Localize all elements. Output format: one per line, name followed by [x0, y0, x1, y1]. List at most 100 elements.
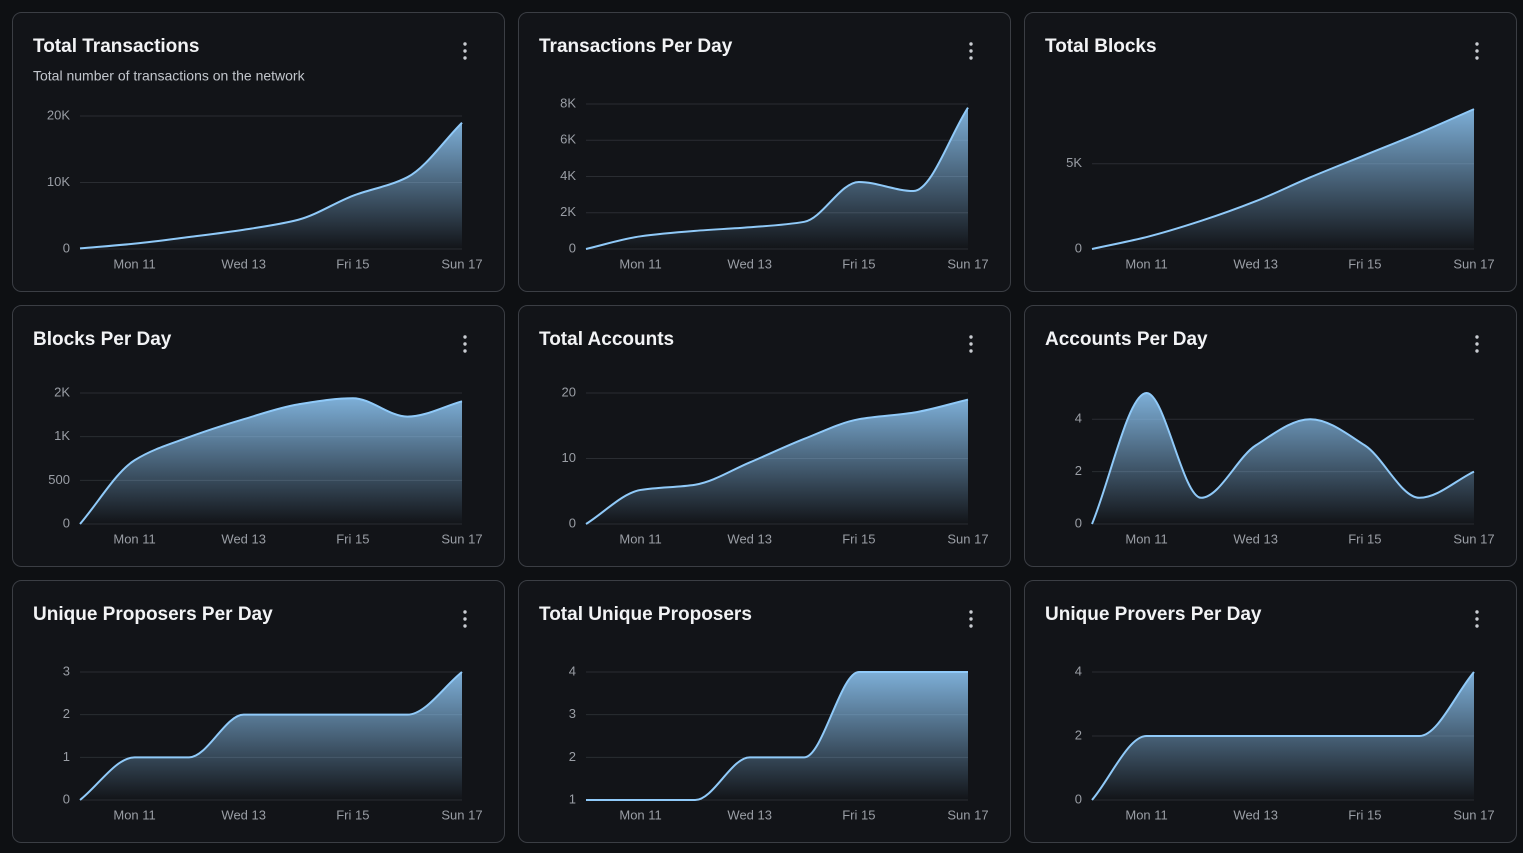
y-tick-label: 5K — [1066, 155, 1082, 170]
y-tick-label: 2 — [569, 749, 576, 764]
x-tick-label: Mon 11 — [619, 807, 661, 822]
y-tick-label: 3 — [63, 663, 70, 678]
menu-dot — [969, 56, 973, 60]
y-tick-label: 6K — [560, 132, 576, 147]
menu-button[interactable] — [463, 335, 467, 353]
menu-button[interactable] — [969, 42, 973, 60]
y-tick-label: 2K — [54, 384, 70, 399]
menu-dot — [969, 49, 973, 53]
area-line — [79, 397, 463, 525]
menu-button[interactable] — [1475, 42, 1479, 60]
menu-dot — [463, 342, 467, 346]
area-fill — [1092, 393, 1474, 524]
menu-dot — [463, 624, 467, 628]
menu-button[interactable] — [463, 610, 467, 628]
chart-card: Total Accounts 0 10 20 Mon 11 Wed 13 Fri 15 Sun… — [518, 305, 1011, 567]
x-tick-label: Sun 17 — [441, 256, 482, 271]
y-tick-label: 0 — [63, 240, 70, 255]
menu-dot — [1475, 56, 1479, 60]
chart-card: Total Blocks 0 5K Mon 11 Wed 13 Fri 15 Sun 17 — [1024, 12, 1517, 292]
menu-dot — [463, 49, 467, 53]
chart-card: Blocks Per Day 0 500 1K 2K Mon 11 Wed 13 Fri 15… — [12, 305, 505, 567]
chart-card: Total Transactions Total number of transa… — [12, 12, 505, 292]
x-tick-label: Fri 15 — [336, 256, 369, 271]
y-tick-label: 3 — [569, 706, 576, 721]
menu-dot — [1475, 42, 1479, 46]
menu-dot — [463, 56, 467, 60]
y-tick-label: 1K — [54, 428, 70, 443]
x-tick-label: Sun 17 — [947, 531, 988, 546]
x-tick-label: Sun 17 — [947, 256, 988, 271]
chart-title: Unique Proposers Per Day — [33, 604, 273, 625]
x-tick-label: Mon 11 — [113, 531, 155, 546]
menu-button[interactable] — [1475, 610, 1479, 628]
menu-button[interactable] — [969, 335, 973, 353]
y-tick-label: 0 — [569, 515, 576, 530]
x-tick-label: Wed 13 — [727, 807, 772, 822]
x-tick-label: Wed 13 — [1233, 256, 1278, 271]
x-tick-label: Fri 15 — [336, 531, 369, 546]
y-tick-label: 0 — [1075, 240, 1082, 255]
y-tick-label: 4 — [1075, 411, 1082, 426]
area-fill — [80, 672, 462, 800]
x-tick-label: Fri 15 — [842, 807, 875, 822]
area-line — [586, 671, 968, 801]
chart-title: Total Blocks — [1045, 36, 1157, 57]
menu-dot — [1475, 624, 1479, 628]
menu-dot — [1475, 617, 1479, 621]
x-tick-label: Fri 15 — [842, 531, 875, 546]
x-tick-label: Mon 11 — [1125, 531, 1167, 546]
x-tick-label: Fri 15 — [1348, 807, 1381, 822]
x-tick-label: Fri 15 — [1348, 256, 1381, 271]
x-tick-label: Mon 11 — [619, 531, 661, 546]
x-tick-label: Fri 15 — [842, 256, 875, 271]
y-tick-label: 4 — [569, 663, 576, 678]
x-tick-label: Mon 11 — [1125, 256, 1167, 271]
menu-dot — [463, 610, 467, 614]
menu-button[interactable] — [463, 42, 467, 60]
y-tick-label: 8K — [560, 95, 576, 110]
x-tick-label: Sun 17 — [1453, 531, 1494, 546]
x-tick-label: Mon 11 — [1125, 807, 1167, 822]
x-tick-label: Fri 15 — [336, 807, 369, 822]
chart-title: Transactions Per Day — [539, 36, 733, 57]
y-tick-label: 10K — [47, 174, 70, 189]
chart-title: Total Unique Proposers — [539, 604, 752, 625]
menu-dot — [969, 42, 973, 46]
menu-dot — [969, 335, 973, 339]
menu-dot — [463, 42, 467, 46]
x-tick-label: Sun 17 — [441, 807, 482, 822]
x-tick-label: Sun 17 — [441, 531, 482, 546]
menu-dot — [969, 617, 973, 621]
menu-button[interactable] — [969, 610, 973, 628]
area-fill — [586, 399, 968, 524]
area-line — [585, 398, 969, 525]
area-fill — [80, 122, 462, 249]
area-line — [585, 107, 969, 250]
x-tick-label: Wed 13 — [221, 807, 266, 822]
menu-dot — [969, 624, 973, 628]
menu-button[interactable] — [1475, 335, 1479, 353]
area-fill — [80, 398, 462, 524]
area-line — [79, 671, 463, 801]
menu-dot — [463, 349, 467, 353]
chart-card: Unique Proposers Per Day 0 1 2 3 Mon 11 Wed 13… — [12, 580, 505, 843]
area-fill — [586, 672, 968, 800]
x-tick-label: Wed 13 — [1233, 531, 1278, 546]
area-line — [1091, 391, 1475, 525]
y-tick-label: 20K — [47, 107, 70, 122]
menu-dot — [463, 617, 467, 621]
y-tick-label: 1 — [63, 749, 70, 764]
y-tick-label: 2K — [560, 204, 576, 219]
menu-dot — [1475, 610, 1479, 614]
x-tick-label: Fri 15 — [1348, 531, 1381, 546]
menu-dot — [969, 610, 973, 614]
x-tick-label: Wed 13 — [727, 256, 772, 271]
x-tick-label: Mon 11 — [113, 256, 155, 271]
menu-dot — [1475, 342, 1479, 346]
area-fill — [1092, 109, 1474, 249]
x-tick-label: Sun 17 — [1453, 256, 1494, 271]
x-tick-label: Wed 13 — [221, 256, 266, 271]
menu-dot — [969, 349, 973, 353]
